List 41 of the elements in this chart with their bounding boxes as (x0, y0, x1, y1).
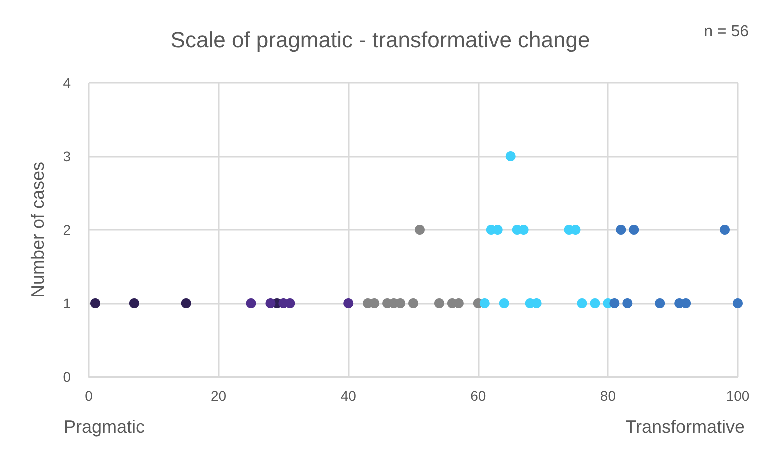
point (616, 225, 626, 235)
point (266, 298, 276, 308)
x-tick-label: 80 (600, 388, 616, 404)
point (590, 298, 600, 308)
point (129, 298, 140, 308)
y-tick-label: 0 (63, 369, 72, 385)
y-axis-title: Number of cases (28, 162, 48, 298)
point (285, 298, 296, 308)
y-tick-label: 2 (63, 222, 72, 238)
chart-title: Scale of pragmatic - transformative change (170, 28, 590, 52)
text: Transformative (626, 417, 746, 437)
y-tick-label: 1 (63, 296, 72, 312)
point (622, 298, 633, 308)
point (396, 298, 406, 308)
point (415, 225, 425, 235)
x-tick-label: 40 (340, 388, 357, 404)
point (610, 298, 620, 308)
point (344, 298, 354, 308)
point (480, 298, 490, 308)
point (370, 298, 380, 308)
point (408, 298, 418, 308)
point (720, 225, 730, 235)
point (434, 298, 444, 308)
point (246, 298, 256, 308)
x-tick-label: 60 (470, 388, 486, 404)
point (499, 298, 510, 308)
y-tick-label: 4 (63, 75, 72, 91)
point (577, 298, 588, 308)
y-tick-label: 3 (63, 148, 72, 164)
point (181, 298, 192, 308)
point (655, 298, 666, 308)
point (506, 152, 516, 162)
text: n = 56 (704, 24, 750, 40)
point (629, 225, 640, 235)
point (681, 298, 692, 308)
point (733, 298, 743, 308)
x-tick-label: 20 (211, 388, 227, 404)
point (90, 298, 100, 308)
text: Pragmatic (64, 417, 146, 437)
x-tick-label: 100 (726, 388, 750, 404)
x-tick-label: 0 (85, 388, 94, 404)
